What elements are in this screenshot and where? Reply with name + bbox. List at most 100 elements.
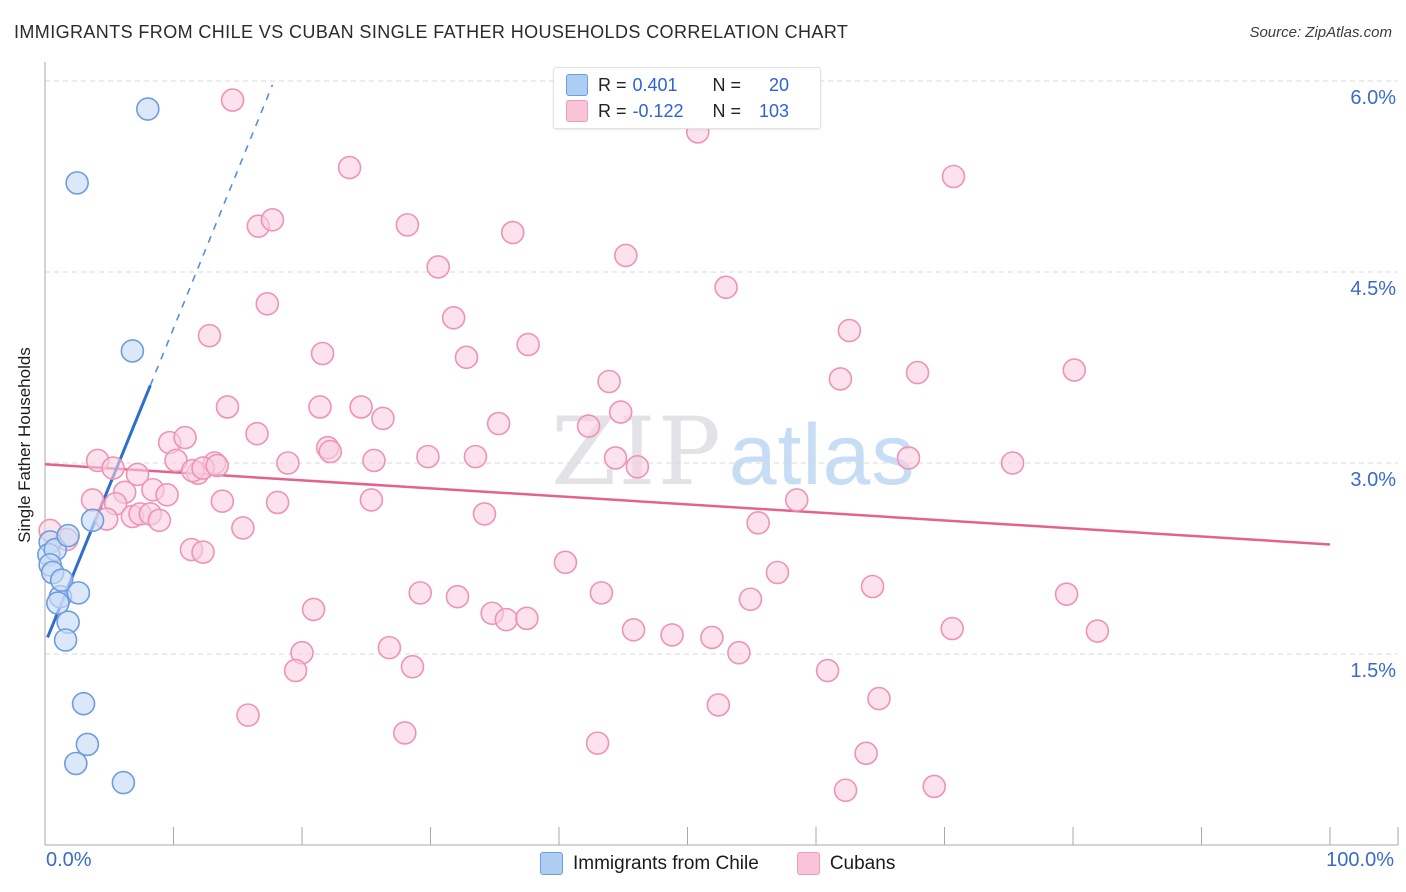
- cubans-data-point: [371, 406, 395, 431]
- cubans-data-point: [255, 292, 280, 316]
- cubans-data-point: [236, 703, 260, 727]
- y-axis-title: Single Father Households: [15, 347, 34, 543]
- n-label: N =: [712, 100, 742, 121]
- x-axis-min-label: 0.0%: [46, 849, 92, 871]
- chile-data-point: [65, 171, 89, 195]
- cubans-data-point: [173, 425, 197, 450]
- x-axis-max-label: 100.0%: [1326, 849, 1394, 871]
- r-value-cubans: -0.122: [632, 100, 684, 121]
- chile-data-point: [71, 691, 96, 716]
- cubans-data-point: [738, 587, 763, 612]
- cubans-data-point: [310, 341, 335, 366]
- cubans-data-point: [784, 488, 809, 512]
- cubans-data-point: [472, 502, 497, 526]
- cubans-data-point: [940, 616, 965, 641]
- cubans-data-point: [155, 483, 179, 507]
- cubans-data-point: [426, 255, 451, 279]
- cubans-trend-line: [44, 463, 1331, 546]
- chile-data-point: [46, 591, 70, 615]
- chile-series-label: Immigrants from Chile: [573, 852, 759, 874]
- cubans-data-point: [416, 444, 440, 469]
- chile-data-point: [80, 508, 105, 533]
- cubans-data-point: [603, 446, 628, 470]
- cubans-data-point: [896, 446, 921, 470]
- cubans-data-point: [860, 574, 885, 599]
- cubans-data-point: [515, 606, 539, 631]
- cubans-data-point: [833, 778, 858, 803]
- cubans-data-point: [660, 623, 684, 647]
- chile-swatch-icon: [566, 74, 588, 96]
- cubans-data-point: [191, 540, 215, 564]
- cubans-data-point: [260, 207, 285, 232]
- cubans-data-point: [395, 213, 420, 237]
- chile-trend-line-dashed: [149, 84, 274, 386]
- legend-row-chile: R = 0.401 N = 20: [566, 74, 808, 96]
- n-value-cubans: 103: [758, 100, 790, 121]
- cubans-data-point: [308, 395, 332, 419]
- source-attribution: Source: ZipAtlas.com: [1249, 24, 1392, 41]
- cubans-data-point: [454, 345, 479, 370]
- legend-row-cubans: R = -0.122 N = 103: [566, 100, 808, 122]
- cubans-data-point: [553, 550, 578, 575]
- chile-data-point: [56, 523, 80, 548]
- cubans-data-point: [337, 155, 362, 180]
- cubans-data-point: [815, 658, 840, 683]
- cubans-data-point: [625, 455, 650, 479]
- cubans-data-point: [854, 741, 878, 766]
- cubans-data-point: [463, 444, 488, 469]
- cubans-data-point: [837, 318, 862, 343]
- cubans-series-label: Cubans: [829, 852, 896, 874]
- y-tick-label: 4.5%: [1350, 277, 1396, 300]
- cubans-data-point: [867, 686, 891, 711]
- cubans-data-point: [400, 654, 425, 679]
- cubans-data-point: [621, 618, 646, 642]
- cubans-data-point: [101, 456, 125, 480]
- cubans-data-point: [147, 508, 172, 533]
- cubans-data-point: [494, 607, 519, 632]
- cubans-swatch-icon: [566, 100, 588, 122]
- cubans-data-point: [362, 448, 386, 473]
- r-label: R =: [598, 74, 627, 95]
- cubans-data-point: [516, 332, 540, 357]
- n-value-chile: 20: [769, 74, 790, 95]
- cubans-swatch-icon: [796, 852, 820, 875]
- cubans-data-point: [941, 164, 966, 189]
- cubans-data-point: [614, 243, 638, 268]
- cubans-data-point: [349, 395, 373, 419]
- cubans-data-point: [276, 451, 300, 475]
- cubans-data-point: [922, 774, 947, 799]
- cubans-data-point: [1085, 619, 1110, 643]
- y-tick-label: 6.0%: [1350, 87, 1396, 109]
- chile-swatch-icon: [540, 852, 563, 875]
- chile-data-point: [136, 97, 160, 121]
- cubans-data-point: [1054, 582, 1079, 606]
- chile-data-point: [66, 581, 91, 605]
- correlation-legend-box: R = 0.401 N = 20 R = -0.122 N = 103: [553, 67, 821, 129]
- cubans-data-point: [80, 488, 105, 512]
- cubans-data-point: [765, 560, 790, 585]
- cubans-data-point: [359, 488, 384, 512]
- n-label: N =: [712, 74, 742, 95]
- cubans-data-point: [301, 597, 326, 622]
- cubans-data-point: [377, 635, 402, 660]
- cubans-data-point: [210, 489, 235, 513]
- cubans-data-point: [283, 658, 308, 683]
- cubans-data-point: [585, 731, 610, 755]
- cubans-data-point: [589, 581, 614, 605]
- cubans-data-point: [245, 421, 269, 446]
- bottom-series-legend: Immigrants from Chile Cubans: [540, 852, 895, 875]
- page-title: IMMIGRANTS FROM CHILE VS CUBAN SINGLE FA…: [14, 22, 849, 42]
- chile-data-point: [111, 770, 136, 795]
- cubans-data-point: [220, 88, 245, 112]
- cubans-data-point: [1000, 451, 1025, 475]
- cubans-data-point: [1062, 358, 1087, 382]
- cubans-data-point: [828, 367, 853, 391]
- cubans-data-point: [205, 453, 229, 478]
- y-tick-label: 1.5%: [1350, 659, 1396, 682]
- cubans-data-point: [706, 693, 731, 717]
- cubans-data-point: [125, 462, 150, 487]
- cubans-data-point: [445, 584, 470, 609]
- cubans-data-point: [700, 625, 724, 650]
